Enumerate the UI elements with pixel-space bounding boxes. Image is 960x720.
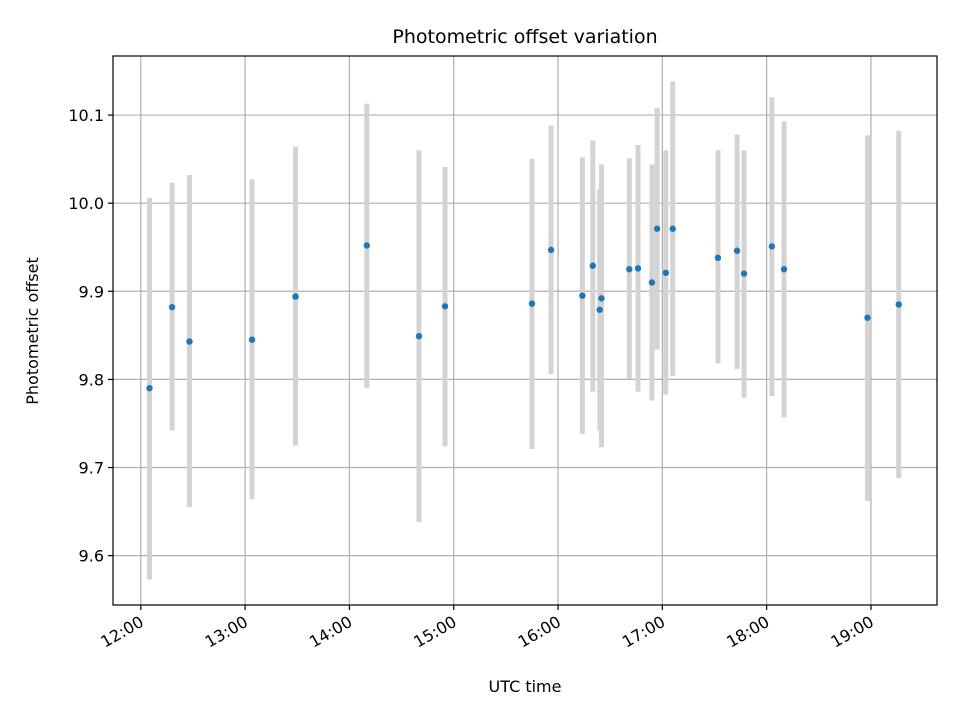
y-axis-ticks: 9.6 9.7 9.8 9.9 10.0 10.1	[68, 106, 113, 566]
data-point	[589, 262, 596, 269]
y-tick-label: 9.9	[79, 282, 104, 301]
data-point	[441, 303, 449, 310]
data-point	[598, 295, 605, 302]
data-point	[363, 242, 371, 249]
data-point	[648, 279, 656, 286]
data-point	[626, 266, 633, 273]
plot-frame	[112, 55, 938, 606]
data-point	[415, 333, 423, 340]
data-point	[146, 385, 153, 392]
data-point	[895, 301, 902, 308]
data-point	[596, 306, 603, 313]
data-point	[186, 338, 193, 345]
x-axis-label: UTC time	[489, 677, 562, 696]
data-point	[740, 270, 748, 277]
data-point	[547, 246, 555, 254]
y-axis-label: Photometric offset	[23, 257, 42, 405]
data-point	[653, 225, 661, 232]
data-point	[733, 247, 741, 254]
y-tick-label: 10.1	[68, 106, 104, 125]
y-tick-label: 9.6	[79, 547, 104, 566]
data-point	[669, 225, 676, 232]
data-point	[864, 314, 871, 321]
data-point	[780, 266, 788, 273]
data-point	[292, 293, 299, 300]
data-point	[528, 300, 536, 307]
data-points	[146, 225, 902, 392]
data-point	[168, 303, 176, 311]
data-point	[714, 254, 722, 261]
data-point	[634, 265, 642, 272]
y-tick-label: 9.7	[79, 459, 104, 478]
data-point	[768, 243, 776, 250]
data-point	[248, 336, 256, 343]
y-tick-label: 10.0	[68, 194, 104, 213]
y-tick-label: 9.8	[79, 370, 104, 389]
chart-title: Photometric offset variation	[392, 26, 657, 48]
data-point	[579, 292, 586, 299]
data-point	[662, 269, 670, 276]
